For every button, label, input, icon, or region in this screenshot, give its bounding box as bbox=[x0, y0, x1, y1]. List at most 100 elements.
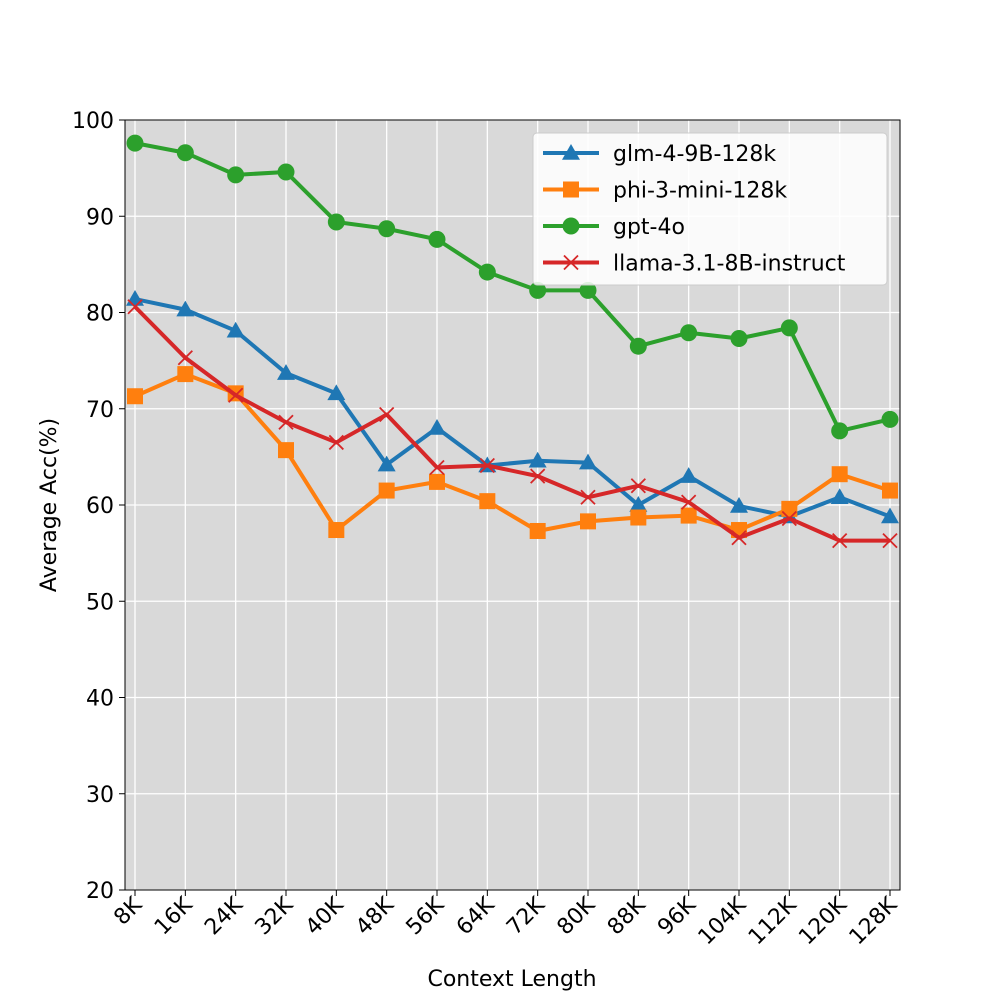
data-point bbox=[378, 220, 396, 238]
data-point bbox=[629, 496, 648, 512]
x-axis-ticks: 8K 16K 24K 32K 40K 48K 56K 64K 72K 80K 88K 96K104K1… bbox=[109, 890, 903, 950]
y-tick-label: 90 bbox=[86, 205, 114, 230]
data-point bbox=[780, 319, 798, 337]
x-tick-label: 104K bbox=[694, 892, 752, 950]
legend-item: phi-3-mini-128k bbox=[543, 179, 787, 204]
data-point bbox=[781, 500, 798, 517]
data-point bbox=[327, 384, 346, 401]
series-line bbox=[134, 297, 891, 519]
data-point bbox=[629, 337, 647, 355]
data-point bbox=[177, 350, 193, 366]
x-tick-label: 56K bbox=[402, 892, 450, 940]
x-tick-label: 64K bbox=[452, 892, 500, 940]
data-point bbox=[176, 300, 195, 317]
x-tick-label: 128K bbox=[845, 892, 903, 950]
data-point bbox=[177, 366, 194, 383]
y-tick-label: 20 bbox=[86, 879, 114, 904]
data-point bbox=[630, 478, 646, 494]
data-point bbox=[731, 530, 747, 546]
data-point bbox=[378, 482, 395, 499]
data-point bbox=[730, 329, 748, 347]
legend-item: llama-3.1-8B-instruct bbox=[543, 252, 846, 277]
series-line bbox=[133, 305, 890, 543]
series-glm-4-9B-128k bbox=[126, 290, 899, 524]
data-point bbox=[579, 281, 597, 299]
legend-item: glm-4-9B-128k bbox=[543, 142, 776, 167]
x-tick-label: 24K bbox=[200, 892, 248, 940]
data-point bbox=[278, 442, 294, 459]
x-tick-label: 8K bbox=[109, 892, 147, 930]
legend-marker bbox=[562, 144, 580, 160]
data-point bbox=[730, 496, 748, 513]
data-point bbox=[277, 163, 295, 181]
series-line bbox=[134, 141, 891, 433]
data-point bbox=[429, 473, 445, 490]
data-point bbox=[580, 513, 596, 530]
data-point bbox=[881, 507, 899, 524]
y-axis-ticks: 20 30 40 50 60 70 80 90 100 bbox=[72, 109, 125, 904]
legend-item: gpt-4o bbox=[543, 215, 685, 240]
data-point bbox=[327, 213, 345, 231]
data-point bbox=[428, 230, 446, 248]
y-tick-label: 60 bbox=[86, 494, 114, 519]
x-tick-label: 40K bbox=[301, 892, 349, 940]
data-point bbox=[127, 388, 143, 405]
data-point bbox=[328, 434, 344, 451]
y-axis-label: Average Acc(%) bbox=[37, 418, 62, 592]
data-point bbox=[528, 451, 547, 468]
data-point bbox=[228, 387, 244, 403]
x-axis-label: Context Length bbox=[427, 967, 596, 992]
data-point bbox=[831, 422, 849, 440]
legend-box bbox=[532, 132, 888, 286]
y-tick-label: 100 bbox=[72, 109, 114, 134]
x-tick-label: 48K bbox=[351, 892, 399, 940]
x-tick-label: 80K bbox=[553, 892, 601, 940]
data-point bbox=[882, 532, 898, 549]
data-point bbox=[328, 522, 345, 539]
data-point bbox=[580, 489, 596, 505]
data-point bbox=[379, 406, 395, 423]
data-point bbox=[680, 324, 698, 342]
data-point bbox=[429, 459, 445, 476]
data-point bbox=[277, 364, 295, 380]
data-point bbox=[530, 468, 546, 484]
series-layer bbox=[126, 134, 899, 549]
x-tick-label: 112K bbox=[744, 892, 802, 950]
legend-label: phi-3-mini-128k bbox=[613, 179, 787, 204]
legend-label: glm-4-9B-128k bbox=[613, 142, 776, 167]
series-phi-3-mini-128k bbox=[127, 366, 898, 539]
data-point bbox=[127, 299, 143, 315]
x-tick-label: 32K bbox=[251, 892, 299, 940]
y-tick-label: 30 bbox=[86, 783, 114, 808]
y-tick-label: 40 bbox=[86, 687, 114, 712]
series-gpt-4o bbox=[126, 134, 899, 440]
data-point bbox=[832, 532, 848, 549]
data-point bbox=[630, 509, 647, 526]
x-tick-label: 88K bbox=[603, 892, 651, 940]
y-tick-label: 80 bbox=[86, 302, 114, 327]
data-point bbox=[882, 482, 898, 499]
data-point bbox=[176, 144, 194, 162]
data-point bbox=[529, 522, 546, 539]
data-point bbox=[478, 263, 496, 281]
data-point bbox=[227, 166, 245, 184]
x-tick-label: 16K bbox=[150, 892, 198, 940]
data-point bbox=[479, 457, 495, 474]
data-point bbox=[881, 410, 899, 428]
data-point bbox=[126, 134, 144, 152]
data-point bbox=[680, 507, 697, 524]
legend-marker bbox=[563, 181, 579, 198]
data-point bbox=[681, 494, 697, 510]
data-point bbox=[226, 321, 245, 338]
legend-label: gpt-4o bbox=[613, 215, 685, 240]
series-line bbox=[134, 372, 891, 533]
legend: glm-4-9B-128k phi-3-mini-128k gpt-4o llama-… bbox=[532, 132, 888, 286]
y-tick-label: 70 bbox=[86, 398, 114, 423]
data-point bbox=[377, 455, 396, 472]
legend-marker bbox=[562, 217, 580, 235]
data-point bbox=[479, 493, 496, 510]
x-tick-label: 120K bbox=[794, 892, 852, 950]
legend-label: llama-3.1-8B-instruct bbox=[613, 252, 846, 277]
data-point bbox=[679, 467, 698, 483]
